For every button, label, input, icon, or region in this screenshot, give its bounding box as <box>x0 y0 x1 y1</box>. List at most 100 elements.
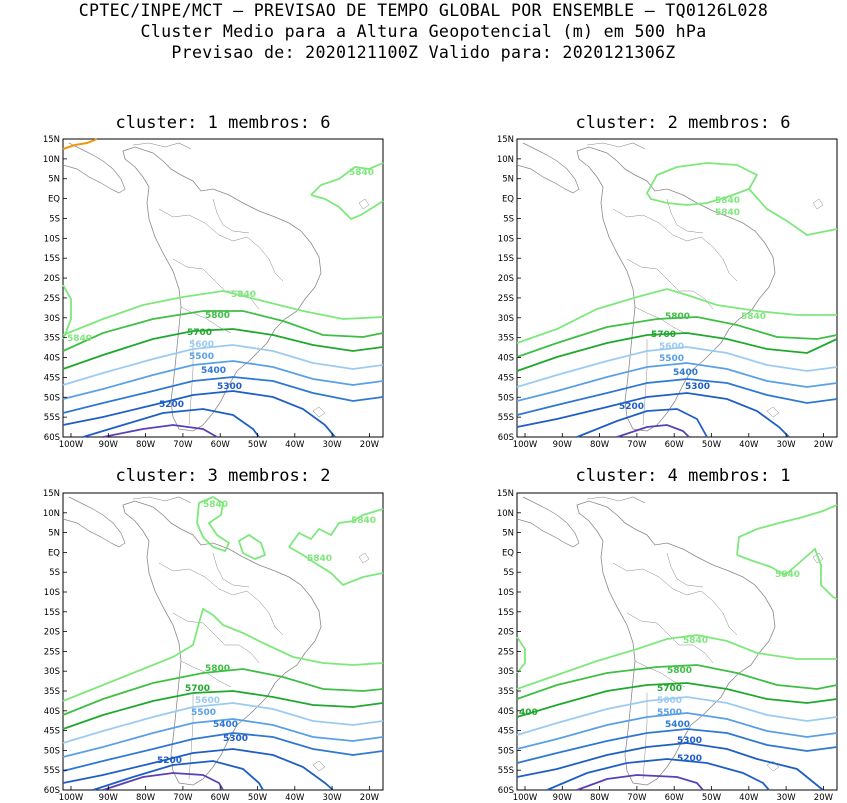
panel-1-label-5200: 5200 <box>159 400 184 410</box>
panel-1-contour-5800 <box>62 310 384 352</box>
panel-1-label-5300: 5300 <box>217 382 242 392</box>
panel-2-label-5700: 5700 <box>651 330 676 340</box>
panel-2-label-5200: 5200 <box>619 402 644 412</box>
panel-3-contour-5200-inner <box>92 760 264 791</box>
panel-2-label-5800: 5800 <box>665 312 690 322</box>
panel-3-contour-5400 <box>62 732 384 772</box>
panel-2-label-5840-south: 5840 <box>741 312 766 322</box>
lat-tick-label: 60S <box>44 433 60 443</box>
lat-tick-label: 50S <box>44 393 60 403</box>
lat-tick-label: 25S <box>44 647 60 657</box>
panel-1: 5840 5840 5840 5800 5700 5600 5500 5400 … <box>43 135 384 450</box>
panel-2-label-5840-north: 5840 <box>715 196 740 206</box>
panel-4-label-5840-mid: 5840 <box>683 636 708 646</box>
lon-tick-label: 30W <box>322 793 342 803</box>
panel-4-contour-5840-east <box>736 504 838 600</box>
panel-4-contour-5400 <box>516 728 838 764</box>
lon-tick-label: 50W <box>702 440 722 450</box>
lat-tick-label: 15N <box>43 135 60 145</box>
lat-tick-label: 45S <box>44 373 60 383</box>
lat-tick-label: 15N <box>497 489 514 499</box>
panel-3-contour-5840-north <box>196 495 231 553</box>
panel-1-contour-5300 <box>62 390 336 438</box>
panel-3-label-5200: 5200 <box>157 756 182 766</box>
panel-4-label-5200: 5200 <box>677 754 702 764</box>
lon-tick-label: 100W <box>59 440 84 450</box>
lat-tick-label: 50S <box>498 393 514 403</box>
lon-tick-label: 20W <box>360 793 380 803</box>
lat-tick-label: 5N <box>48 529 60 539</box>
panel-2-contour-5700 <box>516 332 838 372</box>
lat-tick-label: 55S <box>498 766 514 776</box>
lat-tick-label: 60S <box>44 786 60 796</box>
lat-tick-label: 50S <box>498 746 514 756</box>
lon-tick-label: 50W <box>248 793 268 803</box>
panel-1-contour-5500 <box>62 360 384 400</box>
lon-tick-label: 100W <box>59 793 84 803</box>
lat-tick-label: 50S <box>44 746 60 756</box>
panel-1-label-5400: 5400 <box>201 366 226 376</box>
lat-tick-label: 35S <box>44 334 60 344</box>
panel-4-label-5800: 5800 <box>667 666 692 676</box>
lat-tick-label: 20S <box>44 628 60 638</box>
header-line-1: CPTEC/INPE/MCT – PREVISAO DE TEMPO GLOBA… <box>78 1 769 20</box>
panel-3-label-5600: 5600 <box>195 696 220 706</box>
lat-tick-label: 5S <box>503 568 514 578</box>
panel-3-label-5500: 5500 <box>191 708 216 718</box>
panel-1-label-5500: 5500 <box>189 352 214 362</box>
panel-1-lat-ticks: 15N 10N 5N EQ 5S 10S 15S 20S 25S 30S 35S 40S 45S 50S 5… <box>43 135 67 443</box>
lat-tick-label: 55S <box>44 766 60 776</box>
panel-2-label-5500: 5500 <box>659 354 684 364</box>
lat-tick-label: 45S <box>498 727 514 737</box>
lon-tick-label: 80W <box>136 793 156 803</box>
panel-2-contour-5840-east <box>748 188 838 236</box>
lon-tick-label: 40W <box>739 440 759 450</box>
panel-4-contour-5200-inner <box>546 758 770 791</box>
panel-4-label-5840-west: 400 <box>519 708 538 718</box>
lon-tick-label: 70W <box>627 793 647 803</box>
lat-tick-label: 20S <box>498 628 514 638</box>
lat-tick-label: 45S <box>44 727 60 737</box>
panel-3-contour-5600 <box>62 702 384 744</box>
panel-3-contour-5200 <box>102 772 224 791</box>
panel-1-label-5800: 5800 <box>205 311 230 321</box>
lon-tick-label: 80W <box>136 440 156 450</box>
panel-1-contour-5200-inner <box>82 408 260 438</box>
panel-4-contour-5600 <box>516 696 838 736</box>
lon-tick-label: 70W <box>173 440 193 450</box>
lon-tick-label: 90W <box>99 440 119 450</box>
panel-1-contour-5200 <box>102 424 218 438</box>
panel-1-contour-5600 <box>62 344 384 386</box>
panel-4-label-5400: 5400 <box>665 720 690 730</box>
lon-tick-label: 30W <box>322 440 342 450</box>
lat-tick-label: 15S <box>44 254 60 264</box>
lon-tick-label: 40W <box>285 793 305 803</box>
panel-3-contour-5500 <box>62 718 384 758</box>
panel-3-contour-5840-blob <box>237 533 267 560</box>
lon-tick-label: 50W <box>702 793 722 803</box>
panel-3-contour-5800 <box>62 668 384 716</box>
lat-tick-label: 55S <box>498 413 514 423</box>
lat-tick-label: 25S <box>498 647 514 657</box>
lon-tick-label: 20W <box>814 793 834 803</box>
panel-2-contour-5200-inner <box>576 408 708 438</box>
panel-1-contour-5700 <box>62 328 384 370</box>
lat-tick-label: 40S <box>44 354 60 364</box>
lat-tick-label: 35S <box>498 687 514 697</box>
panel-1-label-5840-east: 5840 <box>349 168 374 178</box>
lon-tick-label: 20W <box>814 440 834 450</box>
lat-tick-label: 5S <box>503 214 514 224</box>
panel-1-contour-5840 <box>62 290 384 336</box>
panel-4-contour-5800 <box>516 664 838 700</box>
panel-4-contour-5300 <box>516 742 824 791</box>
lat-tick-label: 40S <box>498 354 514 364</box>
lon-tick-label: 50W <box>248 440 268 450</box>
lat-tick-label: 10N <box>43 155 60 165</box>
lat-tick-label: EQ <box>502 548 514 558</box>
panel-4-label-5840-east: 5840 <box>775 570 800 580</box>
lat-tick-label: 5S <box>49 214 60 224</box>
lat-tick-label: 60S <box>498 433 514 443</box>
panel-4-contour-5840 <box>516 634 837 690</box>
panel-2: 5840 5840 5840 5800 5700 5600 5500 5400 … <box>497 135 838 450</box>
